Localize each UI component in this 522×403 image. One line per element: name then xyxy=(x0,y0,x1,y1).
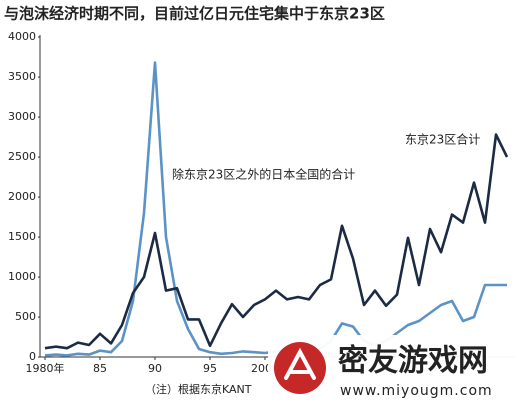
y-tick-label: 500 xyxy=(15,310,36,323)
series-label: 除东京23区之外的日本全国的合计 xyxy=(172,167,355,182)
x-tick-label: 1980年 xyxy=(26,361,65,375)
y-tick-label: 4000 xyxy=(8,30,36,43)
y-tick-label: 1500 xyxy=(8,230,36,243)
watermark-bg xyxy=(268,335,522,403)
note: （注）根据东京KANT xyxy=(145,382,252,396)
y-tick-label: 0 xyxy=(29,350,36,363)
watermark-logo xyxy=(274,342,326,394)
watermark-name: 密友游戏网 xyxy=(338,344,488,379)
series-label: 东京23区合计 xyxy=(405,132,480,147)
watermark-url: www.miyougm.com xyxy=(340,383,493,399)
y-tick-label: 2500 xyxy=(8,150,36,163)
y-tick-label: 3500 xyxy=(8,70,36,83)
y-tick-label: 2000 xyxy=(8,190,36,203)
x-tick-label: 90 xyxy=(148,362,162,375)
chart-title: 与泡沫经济时期不同，目前过亿日元住宅集中于东京23区 xyxy=(4,5,385,23)
series-line xyxy=(44,61,507,357)
watermark-logo-mark xyxy=(284,347,316,380)
x-tick-label: 95 xyxy=(203,362,217,375)
y-tick-label: 1000 xyxy=(8,270,36,283)
x-tick-label: 85 xyxy=(93,362,107,375)
series-line xyxy=(44,133,509,350)
y-tick-label: 3000 xyxy=(8,110,36,123)
watermark: 密友游戏网 www.miyougm.com xyxy=(268,335,522,403)
